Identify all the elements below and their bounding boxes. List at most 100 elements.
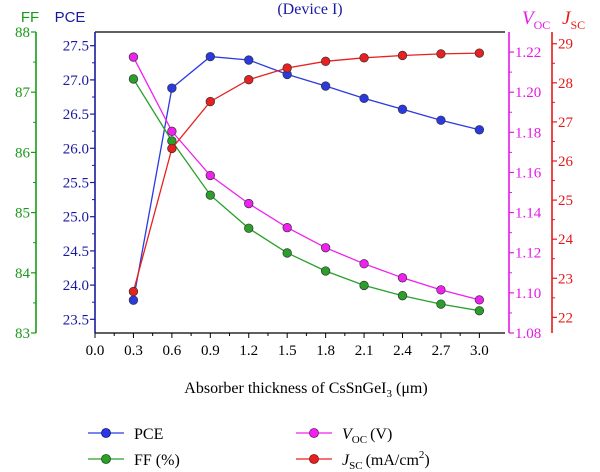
legend: PCE FF (%) VOC (V) JSC (mA/cm2): [88, 426, 430, 472]
data-point-pce: [320, 81, 331, 91]
jsc-axis-label-sub: SC: [570, 18, 585, 32]
ff-axis-label: FF: [21, 9, 39, 26]
data-point-jsc: [205, 96, 215, 107]
voc-tick-label: 1.14: [515, 206, 542, 222]
data-point-voc: [282, 222, 292, 233]
voc-tick-label: 1.22: [515, 45, 541, 61]
pce-tick-label: 25.5: [63, 176, 89, 192]
legend-jsc-unit: (mA/cm: [366, 452, 420, 469]
data-point-jsc: [397, 50, 408, 61]
legend-marker-pce: [101, 428, 111, 438]
x-tick-label: 0.9: [201, 343, 220, 359]
voc-tick-label: 1.10: [515, 286, 541, 302]
jsc-tick-label: 22: [558, 310, 573, 326]
data-point-voc: [128, 52, 139, 62]
legend-item-jsc: JSC (mA/cm2): [296, 449, 430, 472]
legend-marker-ff: [101, 454, 111, 464]
data-point-jsc: [282, 63, 292, 73]
ff-tick-label: 85: [15, 206, 30, 222]
pce-tick-label: 24.5: [63, 244, 89, 260]
x-tick-label: 3.0: [470, 343, 489, 359]
x-axis-title-sub: 3: [387, 388, 393, 400]
x-tick-label: 0.6: [163, 343, 182, 359]
voc-tick-label: 1.12: [515, 246, 541, 262]
data-point-ff: [244, 223, 254, 233]
jsc-tick-label: 25: [558, 193, 573, 209]
jsc-tick-label: 27: [558, 115, 574, 131]
x-axis-title: Absorber thickness of CsSnGeI3 (μm): [184, 380, 427, 400]
data-point-jsc: [244, 75, 254, 85]
series-layer: [128, 48, 485, 316]
legend-jsc-sup: 2: [419, 449, 425, 461]
data-point-ff: [320, 266, 331, 276]
data-point-pce: [397, 104, 408, 114]
legend-label-ff: FF (%): [134, 452, 180, 469]
pce-tick-label: 27.0: [63, 73, 89, 89]
data-point-ff: [205, 190, 215, 200]
data-point-jsc: [474, 48, 485, 58]
voc-axis-label-sub: OC: [534, 18, 551, 32]
legend-voc-unit: (V): [370, 426, 392, 443]
voc-axis-label: VOC: [522, 8, 550, 32]
data-point-jsc: [320, 56, 331, 66]
ff-tick-label: 87: [15, 85, 31, 101]
data-point-pce: [205, 51, 215, 62]
series-line-ff: [132, 78, 480, 312]
data-point-voc: [320, 243, 331, 253]
ff-tick-label: 86: [15, 145, 31, 161]
voc-tick-label: 1.18: [515, 125, 541, 141]
legend-item-pce: PCE: [88, 426, 163, 443]
series-jsc: [128, 48, 485, 297]
chart-title: (Device I): [277, 1, 342, 18]
pce-tick-label: 26.0: [63, 141, 89, 157]
data-point-jsc: [167, 143, 177, 154]
legend-marker-voc: [309, 428, 319, 438]
legend-marker-jsc: [309, 454, 319, 464]
x-tick-label: 1.2: [239, 343, 258, 359]
data-point-voc: [474, 295, 485, 305]
data-point-pce: [474, 125, 485, 135]
data-point-pce: [167, 83, 177, 93]
data-point-jsc: [436, 49, 446, 59]
x-tick-label: 0.0: [86, 343, 105, 359]
voc-tick-label: 1.20: [515, 85, 541, 101]
pce-tick-label: 26.5: [63, 107, 89, 123]
ff-tick-label: 83: [15, 326, 30, 342]
pce-tick-label: 25.0: [63, 210, 89, 226]
data-point-ff: [397, 291, 408, 301]
legend-item-ff: FF (%): [88, 452, 180, 469]
series-line-jsc: [132, 52, 480, 292]
data-point-ff: [474, 306, 485, 316]
series-line-voc: [132, 56, 480, 301]
ff-tick-label: 84: [15, 266, 31, 282]
x-tick-label: 2.4: [393, 343, 412, 359]
pce-tick-label: 27.5: [63, 39, 89, 55]
data-point-pce: [436, 115, 446, 125]
jsc-tick-label: 26: [558, 154, 574, 170]
data-point-jsc: [359, 53, 369, 63]
x-axis-title-main: Absorber thickness of CsSnGeI: [184, 380, 386, 397]
voc-tick-label: 1.08: [515, 326, 541, 342]
jsc-tick-label: 28: [558, 76, 573, 92]
data-point-voc: [244, 198, 254, 209]
x-tick-label: 2.1: [355, 343, 374, 359]
legend-item-voc: VOC (V): [296, 426, 392, 446]
pce-tick-label: 23.5: [63, 312, 89, 328]
data-point-ff: [282, 248, 292, 258]
x-tick-label: 0.3: [124, 343, 143, 359]
legend-label-voc: VOC (V): [342, 426, 392, 446]
x-tick-label: 1.5: [278, 343, 297, 359]
data-point-pce: [128, 295, 139, 305]
legend-jsc-end: ): [424, 452, 429, 469]
data-point-ff: [128, 74, 139, 84]
series-voc: [128, 52, 485, 305]
jsc-tick-label: 29: [558, 37, 573, 53]
series-pce: [128, 51, 485, 305]
legend-label-jsc: JSC (mA/cm2): [342, 449, 430, 472]
jsc-tick-label: 23: [558, 271, 573, 287]
jsc-axis-label: JSC: [562, 8, 585, 32]
legend-jsc-sub: SC: [349, 460, 362, 472]
data-point-pce: [244, 55, 254, 65]
data-point-jsc: [128, 286, 139, 297]
